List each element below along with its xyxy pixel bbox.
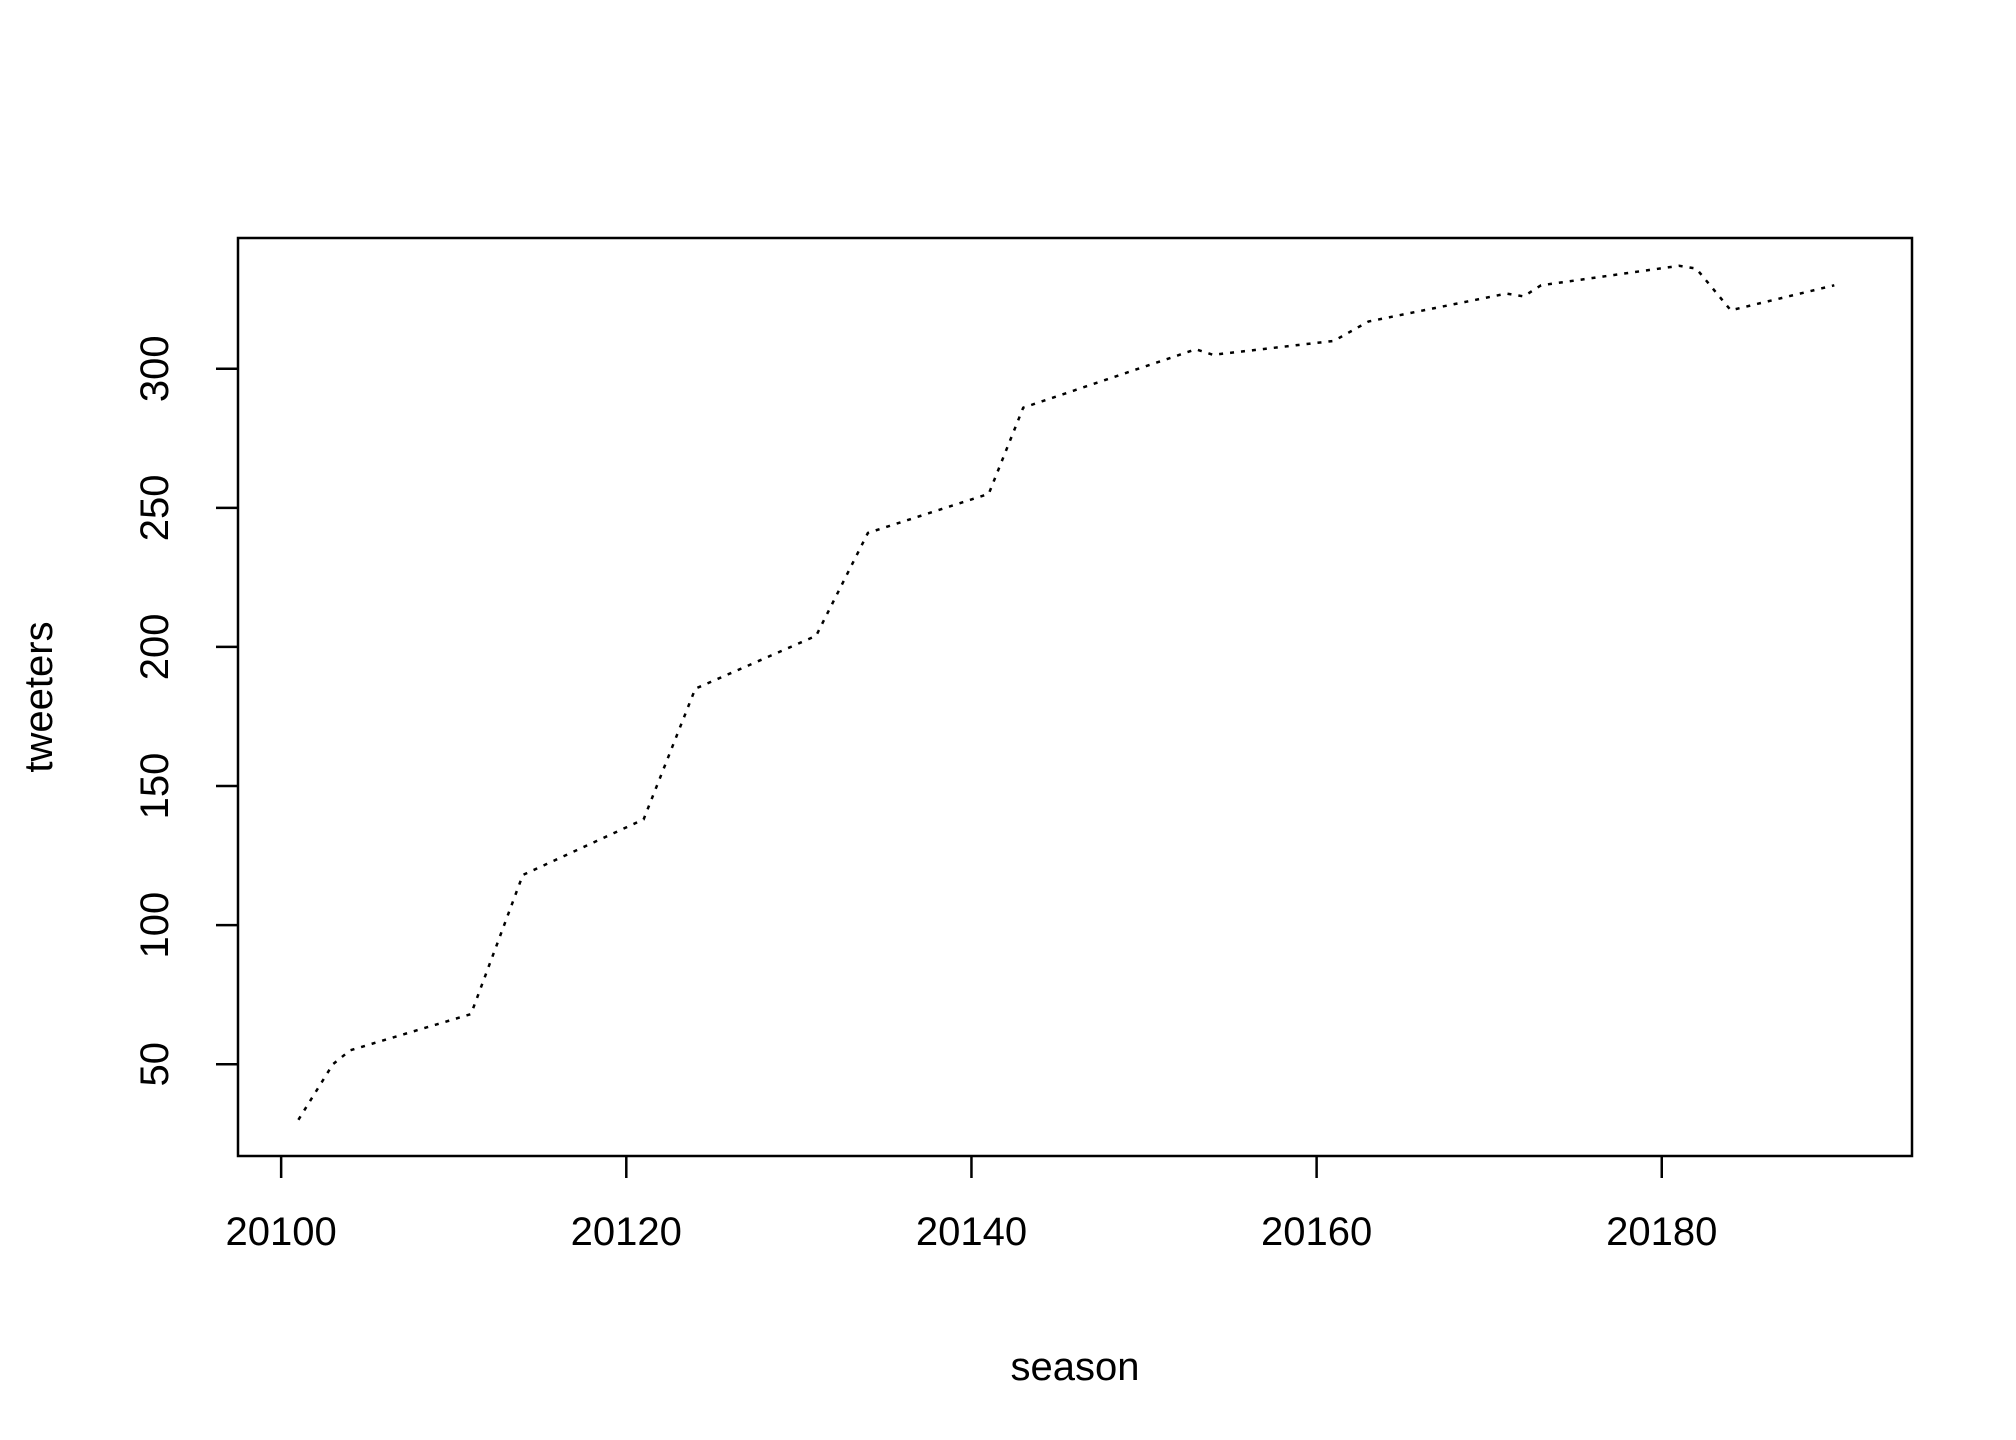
y-tick-label: 300	[133, 335, 177, 402]
y-tick-label: 250	[133, 474, 177, 541]
y-tick-label: 150	[133, 753, 177, 820]
y-axis-label: tweeters	[17, 621, 61, 772]
y-axis: 50 100 150 200 250 300	[133, 335, 238, 1086]
x-axis-label: season	[1011, 1345, 1140, 1389]
y-tick-label: 100	[133, 892, 177, 959]
x-tick-label: 20160	[1261, 1210, 1372, 1254]
x-tick-label: 20180	[1606, 1210, 1717, 1254]
plot-frame	[236, 236, 1914, 1158]
series-layer	[297, 264, 1835, 1121]
series-line-0	[297, 264, 1835, 1121]
x-tick-label: 20120	[571, 1210, 682, 1254]
y-tick-label: 50	[133, 1042, 177, 1087]
x-axis: 20100 20120 20140 20160 20180	[226, 1156, 1717, 1254]
x-tick-label: 20100	[226, 1210, 337, 1254]
x-tick-label: 20140	[916, 1210, 1027, 1254]
y-tick-label: 200	[133, 614, 177, 681]
